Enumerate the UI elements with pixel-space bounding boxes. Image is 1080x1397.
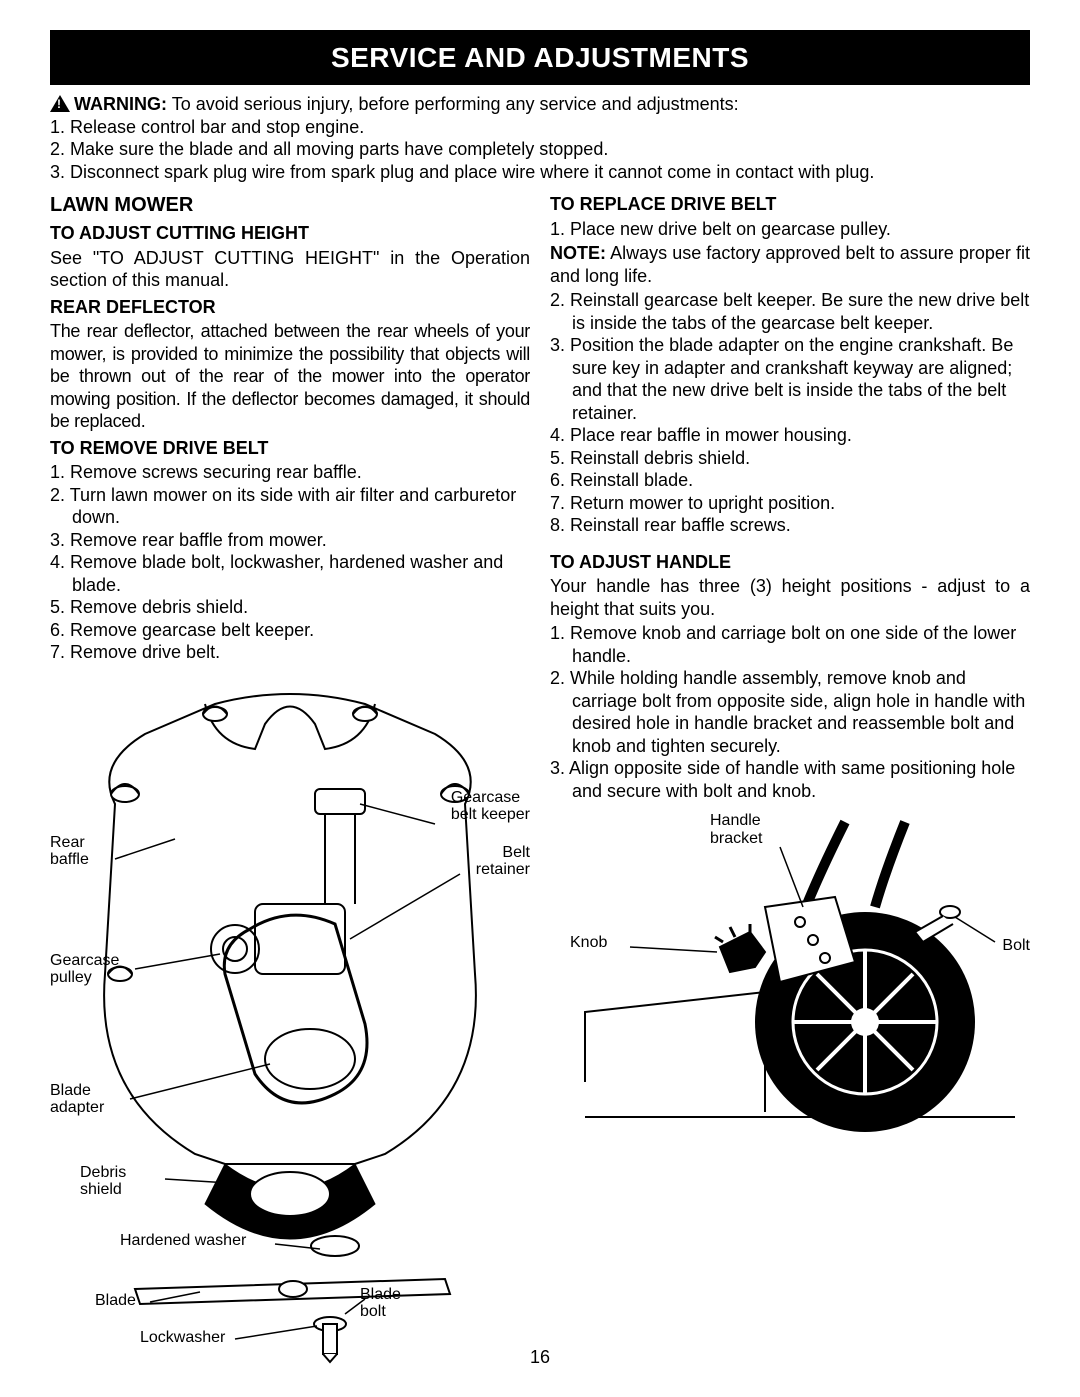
lawn-mower-heading: LAWN MOWER bbox=[50, 193, 530, 218]
list-item: 3. Align opposite side of handle with sa… bbox=[550, 757, 1030, 802]
list-item: 4. Remove blade bolt, lockwasher, harden… bbox=[50, 551, 530, 596]
list-item: 1. Remove knob and carriage bolt on one … bbox=[550, 622, 1030, 667]
rear-deflector-heading: REAR DEFLECTOR bbox=[50, 296, 530, 319]
replace-belt-note: NOTE: Always use factory approved belt t… bbox=[550, 242, 1030, 287]
remove-belt-list: 1. Remove screws securing rear baffle. 2… bbox=[50, 461, 530, 664]
label-debris-shield: Debris shield bbox=[80, 1164, 126, 1199]
note-text: Always use factory approved belt to assu… bbox=[550, 243, 1030, 286]
list-item: 3. Position the blade adapter on the eng… bbox=[550, 334, 1030, 424]
warning-item: 1. Release control bar and stop engine. bbox=[50, 116, 1030, 139]
label-belt-retainer: Belt retainer bbox=[476, 844, 530, 879]
handle-diagram: Handle bracket Knob Bolt bbox=[550, 812, 1030, 1142]
replace-belt-list-1: 1. Place new drive belt on gearcase pull… bbox=[550, 218, 1030, 241]
two-column-layout: LAWN MOWER TO ADJUST CUTTING HEIGHT See … bbox=[50, 189, 1030, 1364]
warning-block: WARNING: To avoid serious injury, before… bbox=[50, 93, 1030, 183]
list-item: 6. Remove gearcase belt keeper. bbox=[50, 619, 530, 642]
list-item: 5. Remove debris shield. bbox=[50, 596, 530, 619]
label-lockwasher: Lockwasher bbox=[140, 1329, 225, 1347]
label-blade-bolt: Blade bolt bbox=[360, 1286, 401, 1321]
list-item: 5. Reinstall debris shield. bbox=[550, 447, 1030, 470]
label-gearcase-pulley: Gearcase pulley bbox=[50, 952, 119, 987]
list-item: 2. Turn lawn mower on its side with air … bbox=[50, 484, 530, 529]
list-item: 1. Remove screws securing rear baffle. bbox=[50, 461, 530, 484]
adjust-handle-intro: Your handle has three (3) height positio… bbox=[550, 575, 1030, 620]
list-item: 2. While holding handle assembly, remove… bbox=[550, 667, 1030, 757]
list-item: 2. Reinstall gearcase belt keeper. Be su… bbox=[550, 289, 1030, 334]
rear-deflector-para: The rear deflector, attached between the… bbox=[50, 320, 530, 433]
list-item: 7. Remove drive belt. bbox=[50, 641, 530, 664]
adjust-handle-list: 1. Remove knob and carriage bolt on one … bbox=[550, 622, 1030, 802]
warning-item: 3. Disconnect spark plug wire from spark… bbox=[50, 161, 1030, 184]
right-column: TO REPLACE DRIVE BELT 1. Place new drive… bbox=[550, 189, 1030, 1364]
label-blade: Blade bbox=[95, 1292, 136, 1310]
label-gearcase-belt-keeper: Gearcase belt keeper bbox=[451, 789, 530, 824]
cutting-height-heading: TO ADJUST CUTTING HEIGHT bbox=[50, 222, 530, 245]
cutting-height-para: See "TO ADJUST CUTTING HEIGHT" in the Op… bbox=[50, 247, 530, 292]
page-header: SERVICE AND ADJUSTMENTS bbox=[50, 30, 1030, 85]
list-item: 7. Return mower to upright position. bbox=[550, 492, 1030, 515]
note-label: NOTE: bbox=[550, 243, 606, 263]
list-item: 3. Remove rear baffle from mower. bbox=[50, 529, 530, 552]
adjust-handle-heading: TO ADJUST HANDLE bbox=[550, 551, 1030, 574]
mower-diagram: Rear baffle Gearcase belt keeper Belt re… bbox=[50, 674, 530, 1364]
label-knob: Knob bbox=[570, 934, 607, 952]
list-item: 8. Reinstall rear baffle screws. bbox=[550, 514, 1030, 537]
label-bolt: Bolt bbox=[1002, 937, 1030, 955]
mower-diagram-svg bbox=[50, 674, 530, 1364]
remove-belt-heading: TO REMOVE DRIVE BELT bbox=[50, 437, 530, 460]
warning-label: WARNING: bbox=[74, 94, 167, 114]
list-item: 6. Reinstall blade. bbox=[550, 469, 1030, 492]
list-item: 1. Place new drive belt on gearcase pull… bbox=[550, 218, 1030, 241]
label-handle-bracket: Handle bracket bbox=[710, 812, 762, 847]
label-hardened-washer: Hardened washer bbox=[120, 1232, 246, 1250]
replace-belt-heading: TO REPLACE DRIVE BELT bbox=[550, 193, 1030, 216]
left-column: LAWN MOWER TO ADJUST CUTTING HEIGHT See … bbox=[50, 189, 530, 1364]
warning-item: 2. Make sure the blade and all moving pa… bbox=[50, 138, 1030, 161]
handle-diagram-svg bbox=[550, 812, 1030, 1142]
label-blade-adapter: Blade adapter bbox=[50, 1082, 104, 1117]
list-item: 4. Place rear baffle in mower housing. bbox=[550, 424, 1030, 447]
warning-list: 1. Release control bar and stop engine. … bbox=[50, 116, 1030, 184]
warning-text: To avoid serious injury, before performi… bbox=[172, 94, 739, 114]
warning-icon bbox=[50, 95, 70, 112]
label-rear-baffle: Rear baffle bbox=[50, 834, 89, 869]
replace-belt-list-2: 2. Reinstall gearcase belt keeper. Be su… bbox=[550, 289, 1030, 537]
